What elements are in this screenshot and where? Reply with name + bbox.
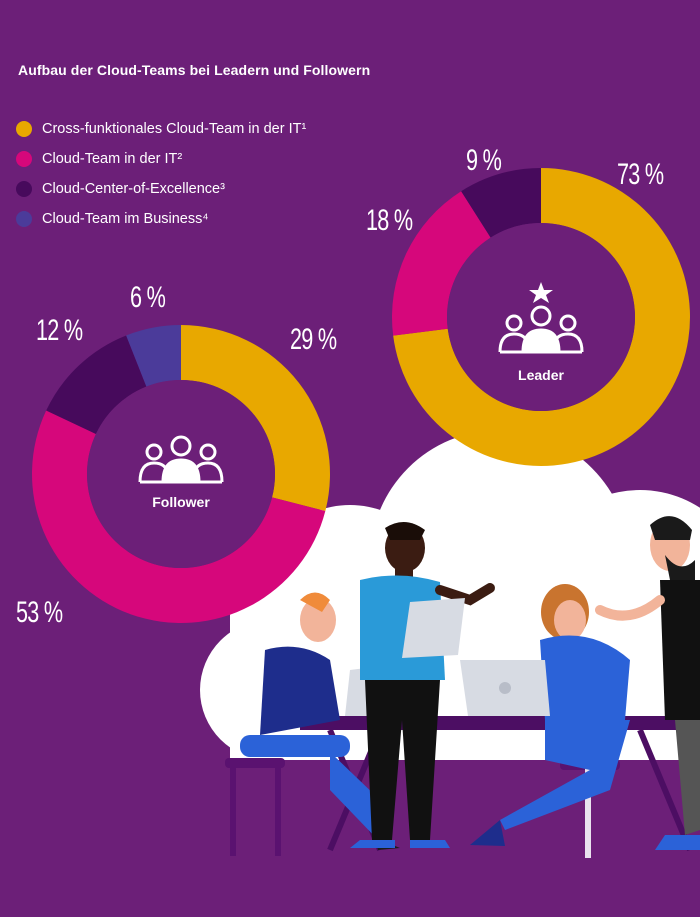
data-label-follower-cross-functional: 29 % <box>290 323 337 356</box>
legend-label: Cloud-Team in der IT² <box>42 151 183 167</box>
donut-segment-leader-cloud-team-it <box>391 191 491 336</box>
legend-swatch <box>16 151 32 167</box>
person-right <box>595 516 700 850</box>
person-woman <box>470 584 630 846</box>
team-star-icon <box>498 282 584 354</box>
legend-label: Cross-funktionales Cloud-Team in der IT¹ <box>42 121 307 137</box>
laptop-middle <box>460 660 550 716</box>
data-label-follower-business: 6 % <box>130 281 166 314</box>
legend-item-coe: Cloud-Center-of-Excellence³ <box>16 174 306 204</box>
donut-segment-leader-cross-functional <box>393 168 690 466</box>
legend-swatch <box>16 211 32 227</box>
donut-segment-follower-coe <box>46 335 147 434</box>
team-icon <box>138 435 224 484</box>
tablet <box>402 598 465 658</box>
legend: Cross-funktionales Cloud-Team in der IT¹… <box>16 114 306 234</box>
chart-title: Aufbau der Cloud-Teams bei Leadern und F… <box>18 62 371 78</box>
legend-item-cross-functional: Cross-funktionales Cloud-Team in der IT¹ <box>16 114 306 144</box>
follower-label: Follower <box>152 494 210 510</box>
data-label-leader-cross-functional: 73 % <box>617 158 664 191</box>
legend-item-cloud-team-it: Cloud-Team in der IT² <box>16 144 306 174</box>
legend-item-business: Cloud-Team im Business⁴ <box>16 204 306 234</box>
legend-label: Cloud-Center-of-Excellence³ <box>42 181 225 197</box>
legend-swatch <box>16 121 32 137</box>
donut-segment-follower-business <box>126 325 181 387</box>
data-label-leader-coe: 9 % <box>466 144 502 177</box>
donut-segment-leader-coe <box>461 168 541 238</box>
legend-label: Cloud-Team im Business⁴ <box>42 211 209 227</box>
data-label-leader-cloud-team-it: 18 % <box>366 204 413 237</box>
leader-label: Leader <box>518 367 564 383</box>
donut-segment-follower-cross-functional <box>181 325 330 512</box>
data-label-follower-coe: 12 % <box>36 314 83 347</box>
donut-segment-follower-cloud-team-it <box>31 410 326 624</box>
legend-swatch <box>16 181 32 197</box>
donut-hole-leader <box>447 223 635 411</box>
data-label-follower-cloud-team-it: 53 % <box>16 596 63 629</box>
